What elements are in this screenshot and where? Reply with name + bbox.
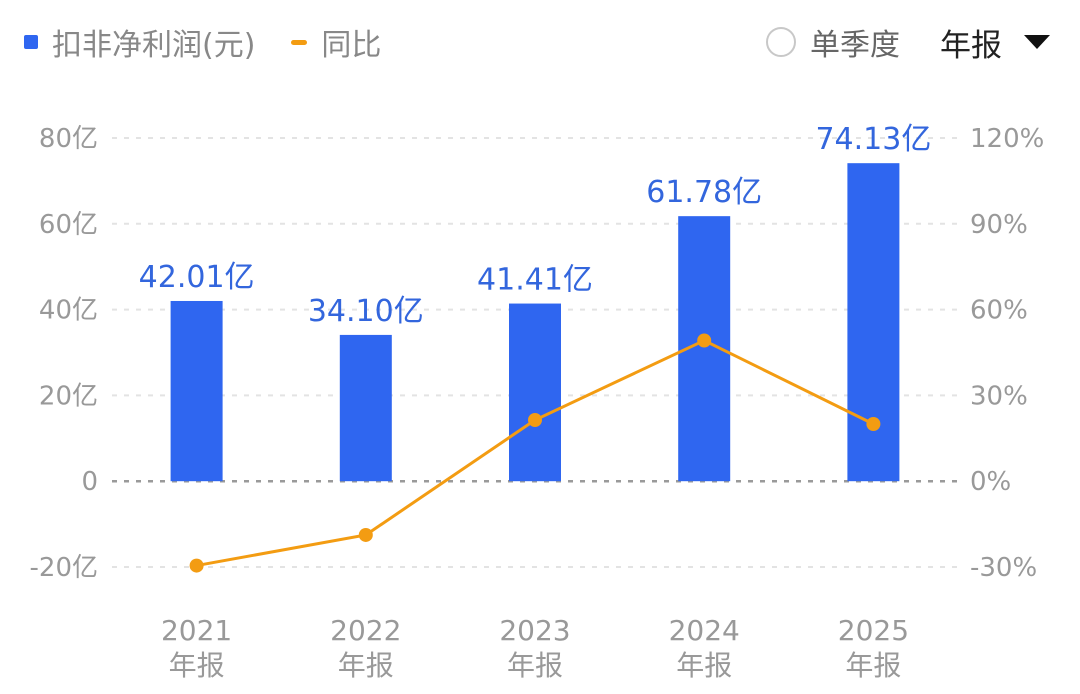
y-right-tick-label: 60% <box>970 296 1028 326</box>
bar-value-label: 61.78亿 <box>646 175 762 210</box>
y-right-tick-label: -30% <box>970 553 1037 583</box>
x-tick-year: 2024 <box>669 614 740 647</box>
y-left-tick-label: 80亿 <box>39 124 98 154</box>
bar <box>170 300 223 482</box>
legend-item-net-profit[interactable]: 扣非净利润(元) <box>24 20 255 64</box>
chart-controls: 单季度 年报 <box>766 18 1050 66</box>
legend: 扣非净利润(元) 同比 <box>24 20 417 64</box>
yoy-point <box>528 412 542 427</box>
y-left-tick-label: -20亿 <box>30 553 98 583</box>
y-left-tick-label: 60亿 <box>39 210 98 240</box>
bar-series <box>170 163 900 482</box>
y-left-tick-label: 20亿 <box>39 381 98 411</box>
bar-value-label: 34.10亿 <box>308 294 424 329</box>
bar-value-label: 74.13亿 <box>815 122 931 157</box>
x-tick-period: 年报 <box>338 649 394 682</box>
x-tick-year: 2021 <box>161 614 232 647</box>
x-tick-period: 年报 <box>507 649 563 682</box>
bar-value-label: 42.01亿 <box>139 260 255 295</box>
x-tick-year: 2022 <box>330 614 401 647</box>
bar <box>847 163 900 482</box>
bar <box>339 334 392 482</box>
line-swatch-icon <box>291 39 308 45</box>
dropdown-caret-icon[interactable] <box>1024 35 1050 49</box>
bar <box>509 303 561 482</box>
single-quarter-option[interactable]: 单季度 <box>810 28 900 63</box>
yoy-point <box>189 558 204 573</box>
y-right-tick-label: 30% <box>970 381 1028 411</box>
x-tick-period: 年报 <box>845 649 901 682</box>
line-series <box>189 333 881 573</box>
x-tick-period: 年报 <box>676 649 732 682</box>
bar-swatch-icon <box>24 35 38 49</box>
y-right-tick-label: 0% <box>970 467 1011 497</box>
yoy-point <box>358 527 373 542</box>
y-left-tick-label: 0 <box>81 467 98 497</box>
yoy-point <box>866 417 881 431</box>
legend-label-net-profit: 扣非净利润(元) <box>52 28 256 63</box>
x-tick-period: 年报 <box>169 649 225 682</box>
y-right-tick-label: 120% <box>970 124 1044 154</box>
axis-ticks: 80亿 60亿 40亿 20亿 0 -20亿 120% 90% 60% 30% 0% -30% 2021… <box>30 124 1045 682</box>
yoy-point <box>697 333 712 348</box>
y-left-tick-label: 40亿 <box>39 296 98 326</box>
legend-label-yoy: 同比 <box>321 28 382 63</box>
x-tick-year: 2023 <box>499 614 570 647</box>
x-tick-year: 2025 <box>838 614 909 647</box>
legend-item-yoy[interactable]: 同比 <box>291 20 381 64</box>
y-right-tick-label: 90% <box>970 210 1028 240</box>
radio-circle-icon[interactable] <box>766 27 796 57</box>
bar-value-label: 41.41亿 <box>477 263 593 298</box>
data-labels: 42.01亿 34.10亿 41.41亿 61.78亿 74.13亿 <box>139 122 932 329</box>
period-select[interactable]: 年报 <box>940 27 1002 64</box>
